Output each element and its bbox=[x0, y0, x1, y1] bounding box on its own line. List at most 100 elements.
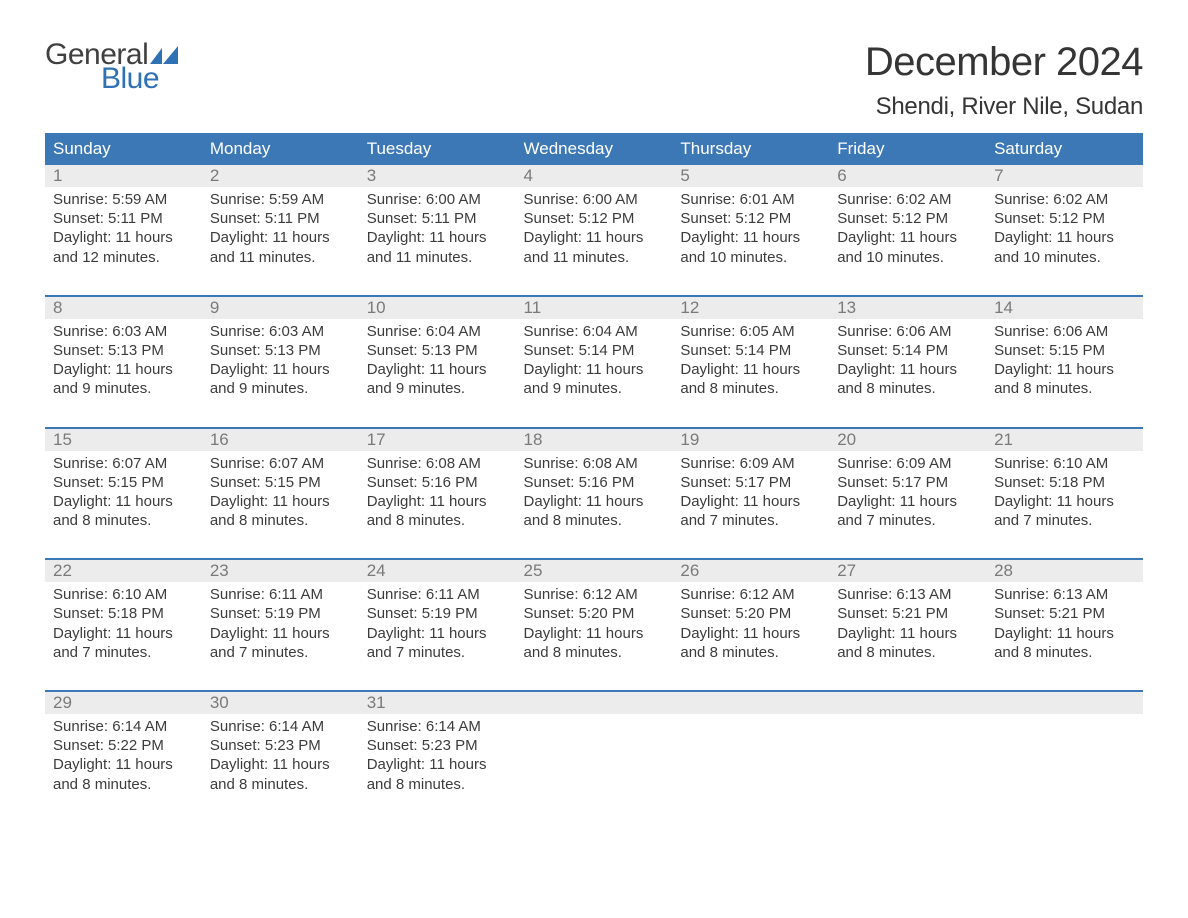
daylight-text-2: and 8 minutes. bbox=[994, 643, 1135, 662]
daylight-text-1: Daylight: 11 hours bbox=[367, 228, 508, 247]
daylight-text-1: Daylight: 11 hours bbox=[837, 228, 978, 247]
day-cell bbox=[829, 714, 986, 802]
sunrise-text: Sunrise: 6:13 AM bbox=[837, 585, 978, 604]
day-number: 21 bbox=[986, 428, 1143, 451]
sunset-text: Sunset: 5:14 PM bbox=[524, 341, 665, 360]
sunrise-text: Sunrise: 6:14 AM bbox=[367, 717, 508, 736]
daylight-text-2: and 7 minutes. bbox=[210, 643, 351, 662]
day-number-row: 1234567 bbox=[45, 165, 1143, 187]
day-number-row: 293031 bbox=[45, 691, 1143, 714]
sunrise-text: Sunrise: 6:09 AM bbox=[680, 454, 821, 473]
day-cell: Sunrise: 6:14 AMSunset: 5:23 PMDaylight:… bbox=[202, 714, 359, 802]
sunset-text: Sunset: 5:11 PM bbox=[210, 209, 351, 228]
sunset-text: Sunset: 5:23 PM bbox=[210, 736, 351, 755]
daylight-text-1: Daylight: 11 hours bbox=[367, 492, 508, 511]
daylight-text-2: and 8 minutes. bbox=[680, 379, 821, 398]
weekday-header-row: Sunday Monday Tuesday Wednesday Thursday… bbox=[45, 133, 1143, 165]
sunrise-text: Sunrise: 6:13 AM bbox=[994, 585, 1135, 604]
day-number: 15 bbox=[45, 428, 202, 451]
day-cell: Sunrise: 6:10 AMSunset: 5:18 PMDaylight:… bbox=[45, 582, 202, 691]
daylight-text-1: Daylight: 11 hours bbox=[680, 228, 821, 247]
sunset-text: Sunset: 5:15 PM bbox=[994, 341, 1135, 360]
day-cell: Sunrise: 6:13 AMSunset: 5:21 PMDaylight:… bbox=[986, 582, 1143, 691]
day-number bbox=[672, 691, 829, 714]
day-cell bbox=[986, 714, 1143, 802]
daylight-text-1: Daylight: 11 hours bbox=[680, 624, 821, 643]
day-cell: Sunrise: 6:00 AMSunset: 5:11 PMDaylight:… bbox=[359, 187, 516, 296]
sunrise-text: Sunrise: 6:06 AM bbox=[837, 322, 978, 341]
sunset-text: Sunset: 5:16 PM bbox=[367, 473, 508, 492]
daylight-text-1: Daylight: 11 hours bbox=[994, 360, 1135, 379]
sunset-text: Sunset: 5:19 PM bbox=[367, 604, 508, 623]
day-cell: Sunrise: 6:02 AMSunset: 5:12 PMDaylight:… bbox=[829, 187, 986, 296]
sunrise-text: Sunrise: 6:03 AM bbox=[53, 322, 194, 341]
day-number: 10 bbox=[359, 296, 516, 319]
daylight-text-1: Daylight: 11 hours bbox=[210, 360, 351, 379]
day-number: 26 bbox=[672, 559, 829, 582]
day-number: 14 bbox=[986, 296, 1143, 319]
sunrise-text: Sunrise: 6:04 AM bbox=[367, 322, 508, 341]
daylight-text-2: and 8 minutes. bbox=[367, 775, 508, 794]
day-number bbox=[516, 691, 673, 714]
day-number: 5 bbox=[672, 165, 829, 187]
day-number bbox=[986, 691, 1143, 714]
sunrise-text: Sunrise: 6:03 AM bbox=[210, 322, 351, 341]
daylight-text-2: and 8 minutes. bbox=[210, 511, 351, 530]
sunset-text: Sunset: 5:15 PM bbox=[210, 473, 351, 492]
day-cell: Sunrise: 6:08 AMSunset: 5:16 PMDaylight:… bbox=[359, 451, 516, 560]
day-cell: Sunrise: 6:11 AMSunset: 5:19 PMDaylight:… bbox=[359, 582, 516, 691]
daylight-text-2: and 9 minutes. bbox=[524, 379, 665, 398]
daylight-text-2: and 9 minutes. bbox=[367, 379, 508, 398]
daylight-text-2: and 11 minutes. bbox=[210, 248, 351, 267]
daylight-text-2: and 7 minutes. bbox=[680, 511, 821, 530]
daylight-text-2: and 11 minutes. bbox=[367, 248, 508, 267]
daylight-text-2: and 8 minutes. bbox=[524, 511, 665, 530]
day-number: 3 bbox=[359, 165, 516, 187]
sunset-text: Sunset: 5:13 PM bbox=[53, 341, 194, 360]
sunrise-text: Sunrise: 6:14 AM bbox=[53, 717, 194, 736]
daylight-text-1: Daylight: 11 hours bbox=[53, 755, 194, 774]
daylight-text-1: Daylight: 11 hours bbox=[367, 755, 508, 774]
daylight-text-2: and 7 minutes. bbox=[837, 511, 978, 530]
daylight-text-2: and 7 minutes. bbox=[53, 643, 194, 662]
daylight-text-1: Daylight: 11 hours bbox=[53, 228, 194, 247]
daylight-text-2: and 9 minutes. bbox=[210, 379, 351, 398]
daylight-text-2: and 8 minutes. bbox=[837, 643, 978, 662]
daylight-text-2: and 10 minutes. bbox=[680, 248, 821, 267]
day-number-row: 22232425262728 bbox=[45, 559, 1143, 582]
daylight-text-1: Daylight: 11 hours bbox=[524, 624, 665, 643]
daylight-text-2: and 7 minutes. bbox=[994, 511, 1135, 530]
daylight-text-1: Daylight: 11 hours bbox=[837, 360, 978, 379]
sunrise-text: Sunrise: 6:04 AM bbox=[524, 322, 665, 341]
sunrise-text: Sunrise: 6:00 AM bbox=[367, 190, 508, 209]
sunrise-text: Sunrise: 6:12 AM bbox=[524, 585, 665, 604]
day-cell bbox=[516, 714, 673, 802]
daylight-text-1: Daylight: 11 hours bbox=[210, 755, 351, 774]
weekday-header: Thursday bbox=[672, 133, 829, 165]
day-number: 13 bbox=[829, 296, 986, 319]
day-number: 23 bbox=[202, 559, 359, 582]
day-content-row: Sunrise: 6:10 AMSunset: 5:18 PMDaylight:… bbox=[45, 582, 1143, 691]
day-number: 16 bbox=[202, 428, 359, 451]
day-number-row: 15161718192021 bbox=[45, 428, 1143, 451]
day-number: 18 bbox=[516, 428, 673, 451]
day-number: 11 bbox=[516, 296, 673, 319]
sunrise-text: Sunrise: 6:11 AM bbox=[210, 585, 351, 604]
day-content-row: Sunrise: 5:59 AMSunset: 5:11 PMDaylight:… bbox=[45, 187, 1143, 296]
weekday-header: Friday bbox=[829, 133, 986, 165]
day-number: 7 bbox=[986, 165, 1143, 187]
day-number bbox=[829, 691, 986, 714]
sunrise-text: Sunrise: 6:08 AM bbox=[367, 454, 508, 473]
page-header: General Blue December 2024 Shendi, River… bbox=[45, 40, 1143, 121]
daylight-text-2: and 8 minutes. bbox=[367, 511, 508, 530]
day-cell: Sunrise: 6:08 AMSunset: 5:16 PMDaylight:… bbox=[516, 451, 673, 560]
daylight-text-1: Daylight: 11 hours bbox=[994, 492, 1135, 511]
logo-text-2: Blue bbox=[101, 64, 180, 94]
sunset-text: Sunset: 5:14 PM bbox=[837, 341, 978, 360]
weekday-header: Tuesday bbox=[359, 133, 516, 165]
sunset-text: Sunset: 5:17 PM bbox=[680, 473, 821, 492]
daylight-text-2: and 8 minutes. bbox=[680, 643, 821, 662]
sunrise-text: Sunrise: 6:02 AM bbox=[837, 190, 978, 209]
daylight-text-2: and 11 minutes. bbox=[524, 248, 665, 267]
sunset-text: Sunset: 5:17 PM bbox=[837, 473, 978, 492]
